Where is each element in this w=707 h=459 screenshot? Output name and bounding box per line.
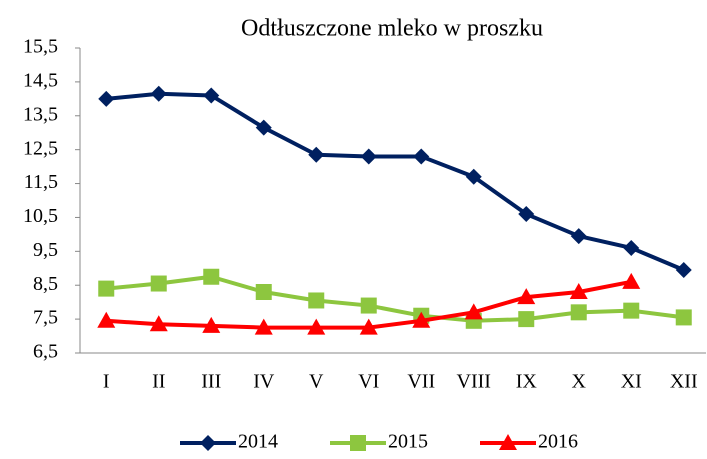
data-point (308, 146, 325, 163)
data-point (569, 283, 588, 299)
x-tick-label: VI (358, 371, 379, 393)
data-point (360, 148, 377, 165)
series-line (106, 274, 685, 323)
x-tick-label: XII (670, 371, 698, 393)
y-tick-label: 7,5 (33, 307, 58, 329)
legend-marker (499, 434, 517, 450)
data-point (675, 261, 692, 278)
data-point (623, 302, 640, 319)
y-tick-label: 10,5 (23, 205, 58, 227)
data-point (149, 315, 168, 332)
legend-marker (200, 435, 216, 451)
y-tick-label: 13,5 (23, 103, 58, 125)
data-point (675, 309, 692, 326)
x-tick-label: IV (253, 371, 275, 393)
data-point (98, 280, 115, 297)
data-point (203, 87, 220, 104)
data-point (622, 272, 641, 289)
data-point (465, 168, 482, 185)
data-point (254, 318, 273, 335)
data-point (308, 292, 325, 309)
x-tick-label: V (309, 371, 324, 393)
x-tick-label: VIII (457, 371, 491, 393)
series-line (106, 91, 685, 272)
x-tick-label: IX (516, 371, 538, 393)
data-point (150, 275, 167, 292)
data-point (570, 228, 587, 245)
data-point (517, 288, 536, 305)
data-point (307, 318, 326, 335)
data-point (97, 311, 116, 328)
chart-title: Odtłuszczone mleko w proszku (241, 16, 543, 42)
data-point (518, 311, 535, 328)
data-point (570, 304, 587, 321)
y-tick-label: 9,5 (33, 239, 58, 261)
data-point (412, 311, 431, 328)
legend-label: 2015 (388, 431, 428, 453)
x-tick-label: XI (621, 371, 642, 393)
y-tick-label: 12,5 (23, 137, 58, 159)
legend-label: 2016 (538, 431, 578, 453)
y-tick-label: 15,5 (23, 36, 58, 58)
data-point (203, 268, 220, 285)
data-point (255, 284, 272, 300)
data-point (623, 239, 640, 256)
data-point (518, 206, 535, 223)
y-tick-label: 11,5 (24, 171, 58, 193)
data-point (359, 318, 378, 335)
x-tick-label: VII (407, 371, 435, 393)
x-tick-label: I (103, 371, 110, 393)
data-point (413, 148, 430, 165)
x-tick-label: X (572, 371, 587, 393)
y-tick-label: 6,5 (33, 341, 58, 363)
x-tick-label: II (152, 371, 165, 393)
legend-marker (350, 435, 366, 451)
legend-label: 2014 (238, 431, 278, 453)
y-tick-label: 8,5 (33, 273, 58, 295)
data-point (360, 297, 377, 314)
data-point (255, 119, 272, 136)
data-point (202, 316, 221, 333)
data-point (150, 85, 167, 102)
data-point (464, 303, 483, 320)
x-tick-label: III (201, 371, 221, 393)
y-tick-label: 14,5 (23, 69, 58, 91)
data-point (98, 90, 115, 107)
